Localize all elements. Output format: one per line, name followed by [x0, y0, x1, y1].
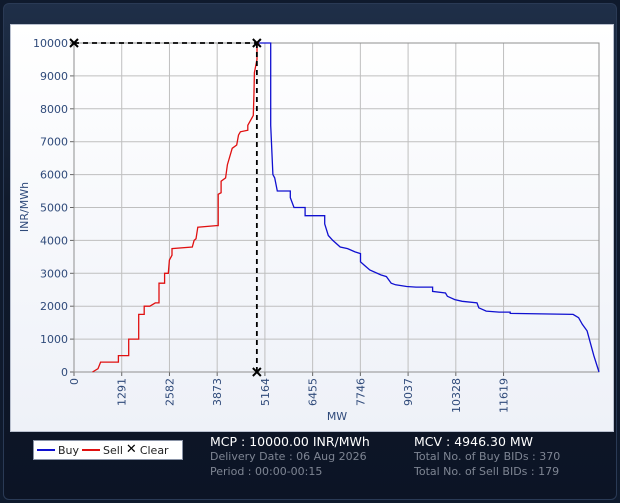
legend-clear-label: Clear — [139, 443, 169, 457]
clear-marker-x-axis — [252, 367, 262, 377]
x-tick-label: 10328 — [450, 378, 463, 413]
sell-bids-count: Total No. of Sell BIDs : 179 — [414, 465, 560, 478]
y-tick-label: 7000 — [40, 136, 68, 149]
x-axis-label: MW — [327, 410, 347, 423]
x-tick-label: 11619 — [498, 378, 511, 413]
clear-markers — [69, 38, 262, 377]
x-tick-label: 7746 — [354, 378, 367, 406]
plot-border — [73, 42, 600, 373]
x-tick-label: 2582 — [163, 378, 176, 406]
x-tick-label: 1291 — [116, 378, 129, 406]
buy-bids-count: Total No. of Buy BIDs : 370 — [414, 450, 561, 463]
legend-item-clear: ✕ Clear — [125, 442, 169, 457]
y-tick-label: 5000 — [40, 202, 68, 215]
x-tick-label: 9037 — [402, 378, 415, 406]
y-tick-label: 0 — [61, 366, 68, 379]
series-sell-line — [92, 42, 259, 373]
series — [92, 42, 600, 373]
legend-item-sell: Sell — [82, 444, 123, 457]
y-tick-label: 2000 — [40, 300, 68, 313]
y-tick-label: 10000 — [33, 37, 68, 50]
y-tick-label: 1000 — [40, 333, 68, 346]
legend-item-buy: Buy — [37, 444, 79, 457]
y-tick-label: 3000 — [40, 267, 68, 280]
x-tick-label: 0 — [68, 378, 81, 385]
y-tick-label: 4000 — [40, 234, 68, 247]
y-tick-label: 8000 — [40, 103, 68, 116]
clear-marker-point — [252, 38, 262, 48]
y-axis-label: INR/MWh — [18, 182, 31, 232]
delivery-date: Delivery Date : 06 Aug 2026 — [210, 450, 367, 463]
legend-buy-swatch — [37, 449, 55, 451]
chart-panel: 0 1000 2000 3000 4000 5000 6000 7000 8000 9000 100… — [10, 24, 614, 432]
legend-sell-label: Sell — [103, 443, 123, 457]
axes: 0 1000 2000 3000 4000 5000 6000 7000 8000 9000 100… — [33, 37, 600, 413]
x-tick-label: 3873 — [211, 378, 224, 406]
mcv-value: MCV : 4946.30 MW — [414, 434, 534, 449]
info-right: MCV : 4946.30 MW Total No. of Buy BIDs :… — [414, 434, 560, 479]
mcp-value: MCP : 10000.00 INR/MWh — [210, 434, 370, 449]
y-tick-label: 6000 — [40, 169, 68, 182]
clear-marker-icon: ✕ — [125, 442, 137, 457]
legend-sell-swatch — [82, 449, 101, 451]
info-left: MCP : 10000.00 INR/MWh Delivery Date : 0… — [210, 434, 370, 479]
series-buy-line — [258, 42, 600, 373]
grid — [73, 42, 599, 373]
clear-marker-y-axis — [69, 38, 79, 48]
y-tick-label: 9000 — [40, 70, 68, 83]
legend-buy-label: Buy — [58, 443, 80, 457]
market-clearing-chart: 0 1000 2000 3000 4000 5000 6000 7000 8000 9000 100… — [18, 37, 600, 423]
x-tick-label: 5164 — [259, 378, 272, 406]
x-tick-label: 6455 — [307, 378, 320, 406]
chart-legend: Buy Sell ✕ Clear — [33, 440, 183, 460]
period: Period : 00:00-00:15 — [210, 465, 323, 478]
